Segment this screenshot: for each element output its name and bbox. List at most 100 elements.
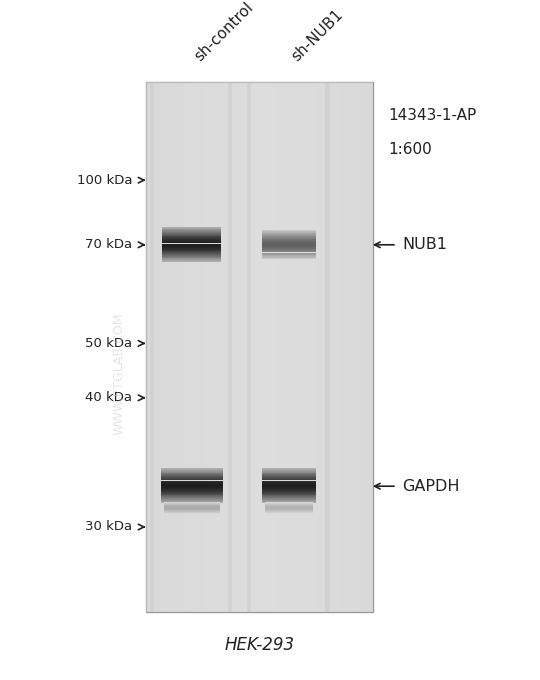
Bar xyxy=(162,244,221,245)
Bar xyxy=(262,256,316,257)
Bar xyxy=(262,232,316,233)
Bar xyxy=(153,82,157,612)
Bar xyxy=(161,82,165,612)
Bar xyxy=(161,473,223,475)
Bar xyxy=(262,254,316,255)
Bar xyxy=(262,490,316,491)
Bar xyxy=(357,82,361,612)
Bar xyxy=(262,471,316,472)
Bar xyxy=(262,242,316,243)
Bar xyxy=(262,251,316,252)
Bar xyxy=(162,245,221,246)
Bar xyxy=(162,227,221,228)
Bar xyxy=(262,487,316,488)
Bar xyxy=(161,485,223,486)
Bar xyxy=(325,82,329,612)
Text: 1:600: 1:600 xyxy=(389,142,433,157)
Text: 70 kDa: 70 kDa xyxy=(85,238,132,252)
Bar xyxy=(161,492,223,493)
Bar xyxy=(262,497,316,498)
Bar xyxy=(180,82,184,612)
Bar xyxy=(262,476,316,477)
Bar xyxy=(162,253,221,254)
Text: GAPDH: GAPDH xyxy=(402,479,460,494)
Bar xyxy=(262,244,316,245)
Bar xyxy=(262,483,316,484)
Bar xyxy=(262,481,316,482)
Bar xyxy=(262,469,316,470)
Bar xyxy=(262,241,316,242)
Text: 100 kDa: 100 kDa xyxy=(77,173,132,187)
Bar xyxy=(162,261,221,262)
Bar xyxy=(278,82,282,612)
Bar xyxy=(262,473,316,475)
Bar xyxy=(210,82,214,612)
Bar xyxy=(161,478,223,479)
Bar xyxy=(162,231,221,232)
Bar xyxy=(161,481,223,482)
Bar xyxy=(286,82,289,612)
Bar xyxy=(150,82,154,612)
Bar xyxy=(262,239,316,240)
Bar xyxy=(162,252,221,253)
Bar xyxy=(262,475,316,476)
Bar xyxy=(161,469,223,470)
Bar xyxy=(262,499,316,500)
Bar xyxy=(162,247,221,248)
Bar xyxy=(161,499,223,500)
Bar xyxy=(161,488,223,490)
Bar xyxy=(339,82,342,612)
Text: sh-NUB1: sh-NUB1 xyxy=(289,7,346,65)
Bar xyxy=(162,234,221,235)
Bar xyxy=(161,486,223,487)
Bar xyxy=(262,247,316,248)
Bar xyxy=(262,470,316,471)
Bar xyxy=(161,500,223,502)
Bar xyxy=(162,233,221,234)
Bar xyxy=(262,246,316,247)
Bar xyxy=(262,249,316,250)
Bar xyxy=(165,82,168,612)
Bar xyxy=(191,82,195,612)
Bar xyxy=(262,248,316,249)
Bar xyxy=(297,82,301,612)
Bar xyxy=(161,479,223,481)
Bar xyxy=(161,498,223,499)
Bar xyxy=(162,229,221,231)
Bar xyxy=(161,494,223,496)
Text: 40 kDa: 40 kDa xyxy=(85,391,132,405)
Bar xyxy=(161,491,223,492)
Bar xyxy=(262,491,316,492)
Bar xyxy=(262,478,316,479)
Bar xyxy=(262,498,316,499)
Bar xyxy=(346,82,350,612)
Bar xyxy=(342,82,346,612)
Bar xyxy=(168,82,172,612)
Bar xyxy=(262,485,316,486)
Bar xyxy=(262,479,316,481)
Bar xyxy=(161,497,223,498)
Bar xyxy=(176,82,180,612)
Bar xyxy=(262,233,316,234)
Bar xyxy=(161,471,223,472)
Bar xyxy=(267,82,271,612)
Bar xyxy=(320,82,323,612)
Bar xyxy=(262,252,316,253)
Bar xyxy=(161,484,223,485)
Bar xyxy=(161,477,223,478)
Bar xyxy=(262,482,316,483)
Bar xyxy=(262,240,316,241)
Bar xyxy=(162,243,221,244)
Bar xyxy=(172,82,176,612)
Bar xyxy=(262,231,316,232)
Bar xyxy=(262,502,316,503)
Bar xyxy=(162,248,221,249)
Bar xyxy=(282,82,286,612)
Bar xyxy=(365,82,369,612)
Bar xyxy=(162,235,221,237)
Bar xyxy=(206,82,210,612)
Bar xyxy=(161,487,223,488)
Bar xyxy=(161,470,223,471)
Bar xyxy=(161,483,223,484)
Bar xyxy=(218,82,221,612)
